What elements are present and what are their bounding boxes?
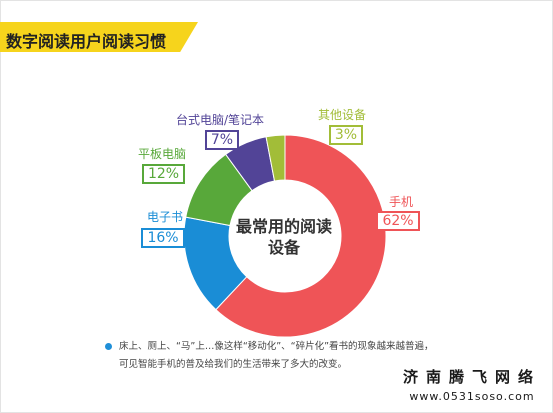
note-line-1: 床上、厕上、“马”上…像这样“移动化”、“碎片化”看书的现象越来越普遍， xyxy=(119,341,434,352)
page-title: 数字阅读用户阅读习惯 xyxy=(6,32,167,51)
note-line-2: 可见智能手机的普及给我们的生活带来了多大的改变。 xyxy=(119,359,348,370)
label-ebook: 电子书 xyxy=(147,210,184,224)
value-label-ebook: 16% xyxy=(141,228,185,248)
watermark: 济南腾飞网络 www.0531soso.com xyxy=(393,368,551,406)
label-desktop: 台式电脑/笔记本 xyxy=(176,113,265,127)
watermark-line-2: www.0531soso.com xyxy=(409,390,535,403)
donut-hole xyxy=(230,181,340,291)
value-label-mobile: 62% xyxy=(376,211,420,231)
watermark-line-1: 济南腾飞网络 xyxy=(402,368,541,386)
note-text: 床上、厕上、“马”上…像这样“移动化”、“碎片化”看书的现象越来越普遍， 可见智… xyxy=(119,338,479,374)
chart-title: 最常用的阅读设备 xyxy=(236,217,333,257)
slice-other xyxy=(265,134,286,182)
label-tablet: 平板电脑 xyxy=(138,147,187,161)
value-label-tablet: 12% xyxy=(142,164,185,184)
note-bullet xyxy=(105,343,112,350)
title-banner xyxy=(0,22,198,52)
slice-mobile xyxy=(215,134,387,338)
value-label-other: 3% xyxy=(329,125,363,145)
label-other: 其他设备 xyxy=(318,108,367,122)
value-label-desktop: 7% xyxy=(205,130,239,150)
label-mobile: 手机 xyxy=(389,195,414,209)
